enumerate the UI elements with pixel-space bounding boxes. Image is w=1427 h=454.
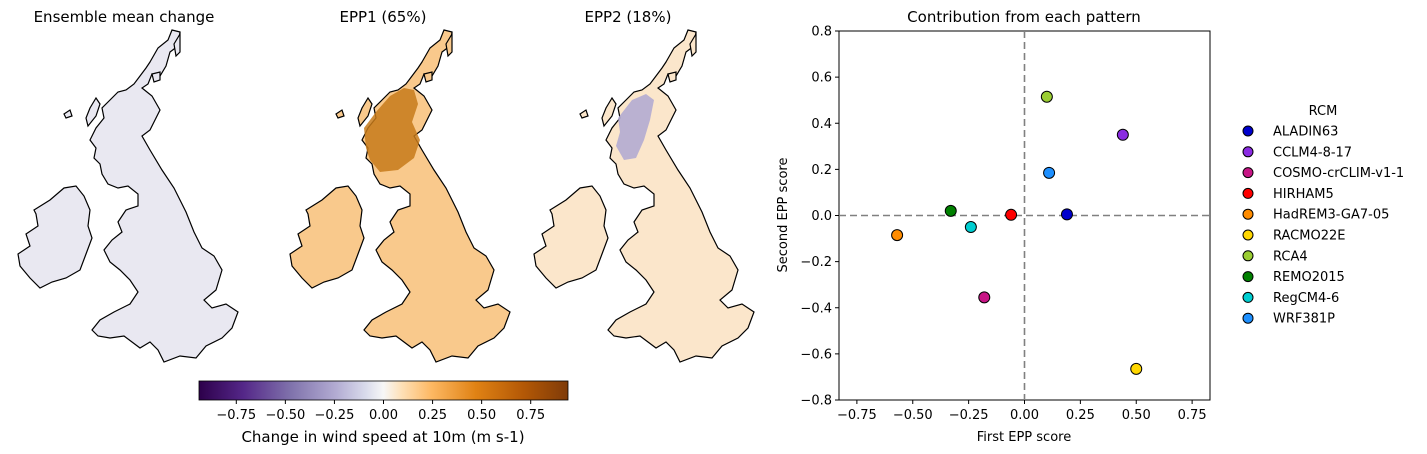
colorbar-tick-label: 0.25: [418, 408, 447, 423]
legend-label-remo2015: REMO2015: [1273, 270, 1345, 285]
scatter-chart: Contribution from each pattern −0.75 −0.5…: [776, 8, 1211, 445]
legend-marker-rca4: [1242, 250, 1254, 262]
y-tick-label: 0.0: [811, 209, 832, 224]
colorbar-tick-label: 0.00: [369, 408, 398, 423]
y-tick-label: −0.6: [800, 347, 832, 362]
x-tick-label: 0.00: [1010, 408, 1039, 423]
point-remo2015: [944, 204, 957, 217]
epp1-scotland-highlight: [364, 88, 420, 172]
legend-marker-racmo22e: [1242, 229, 1254, 241]
map-title-epp1: EPP1 (65%): [340, 8, 427, 26]
y-tick-label: 0.2: [811, 163, 832, 178]
y-tick-label: 0.4: [811, 117, 832, 132]
point-hirham5: [1005, 208, 1018, 221]
uk-map-epp2: [533, 29, 755, 363]
legend-label-rca4: RCA4: [1273, 249, 1308, 264]
y-axis-label: Second EPP score: [776, 158, 791, 273]
colorbar-tick-label: −0.25: [315, 408, 355, 423]
colorbar-ticks: −0.75 −0.50 −0.25 0.00 0.25 0.50 0.75: [216, 400, 545, 423]
map-panel-epp1: EPP1 (65%): [289, 8, 511, 363]
y-axis-ticks: −0.8 −0.6 −0.4 −0.2 0.0 0.2 0.4 0.6 0.8: [800, 25, 839, 409]
x-tick-label: 0.50: [1122, 408, 1151, 423]
x-tick-label: −0.50: [893, 408, 933, 423]
colorbar-tick-label: −0.50: [265, 408, 305, 423]
map-panel-ensemble-mean: Ensemble mean change: [17, 8, 239, 363]
legend-label-wrf381p: WRF381P: [1273, 312, 1335, 327]
legend-marker-aladin63: [1242, 125, 1254, 137]
point-wrf381p: [1043, 166, 1056, 179]
legend-title: RCM: [1309, 104, 1338, 119]
legend-marker-hirham5: [1242, 187, 1254, 199]
colorbar-gradient: [198, 380, 569, 401]
map-title-epp2: EPP2 (18%): [585, 8, 672, 26]
point-rca4: [1040, 90, 1053, 103]
legend-label-racmo22e: RACMO22E: [1273, 229, 1345, 244]
y-tick-label: 0.6: [811, 71, 832, 86]
legend-marker-wrf381p: [1242, 312, 1254, 324]
map-panel-epp2: EPP2 (18%): [533, 8, 755, 363]
epp2-scotland-highlight: [616, 94, 654, 160]
colorbar-label: Change in wind speed at 10m (m s-1): [241, 428, 524, 446]
legend: RCM ALADIN63 CCLM4-8-17 COSMO-crCLIM-v1-1 H…: [1242, 104, 1404, 327]
legend-marker-regcm4-6: [1242, 291, 1254, 303]
x-axis-label: First EPP score: [977, 430, 1071, 445]
map-title-ensemble-mean: Ensemble mean change: [34, 8, 215, 26]
x-tick-label: −0.25: [949, 408, 989, 423]
point-cclm4-8-17: [1116, 128, 1129, 141]
uk-map-epp1: [289, 29, 511, 363]
colorbar-tick-label: 0.75: [516, 408, 545, 423]
colorbar-tick-label: 0.50: [467, 408, 496, 423]
legend-marker-remo2015: [1242, 271, 1254, 283]
legend-label-hadrem3-ga7-05: HadREM3-GA7-05: [1273, 208, 1389, 223]
y-tick-label: −0.4: [800, 301, 832, 316]
legend-label-cosmo-crclim-v1-1: COSMO-crCLIM-v1-1: [1273, 166, 1404, 181]
data-points: [891, 90, 1143, 375]
legend-label-aladin63: ALADIN63: [1273, 125, 1338, 140]
point-racmo22e: [1130, 362, 1143, 375]
x-tick-label: 0.75: [1178, 408, 1207, 423]
y-tick-label: 0.8: [811, 25, 832, 40]
legend-label-cclm4-8-17: CCLM4-8-17: [1273, 145, 1352, 160]
point-cosmo-crclim-v1-1: [978, 291, 991, 304]
colorbar: −0.75 −0.50 −0.25 0.00 0.25 0.50 0.75 Change i…: [198, 380, 569, 446]
legend-label-hirham5: HIRHAM5: [1273, 187, 1334, 202]
y-tick-label: −0.2: [800, 255, 832, 270]
legend-items: ALADIN63 CCLM4-8-17 COSMO-crCLIM-v1-1 HIRHA…: [1242, 125, 1404, 327]
y-tick-label: −0.8: [800, 394, 832, 409]
x-tick-label: −0.75: [837, 408, 877, 423]
chart-title: Contribution from each pattern: [907, 8, 1141, 26]
point-aladin63: [1060, 208, 1073, 221]
legend-label-regcm4-6: RegCM4-6: [1273, 291, 1339, 306]
colorbar-tick-label: −0.75: [216, 408, 256, 423]
legend-marker-hadrem3-ga7-05: [1242, 208, 1254, 220]
uk-map-ensemble-mean: [17, 29, 239, 363]
x-tick-label: 0.25: [1066, 408, 1095, 423]
legend-marker-cosmo-crclim-v1-1: [1242, 167, 1254, 179]
x-axis-ticks: −0.75 −0.50 −0.25 0.00 0.25 0.50 0.75: [837, 400, 1207, 423]
legend-marker-cclm4-8-17: [1242, 146, 1254, 158]
point-regcm4-6: [964, 221, 977, 234]
point-hadrem3-ga7-05: [891, 229, 904, 242]
